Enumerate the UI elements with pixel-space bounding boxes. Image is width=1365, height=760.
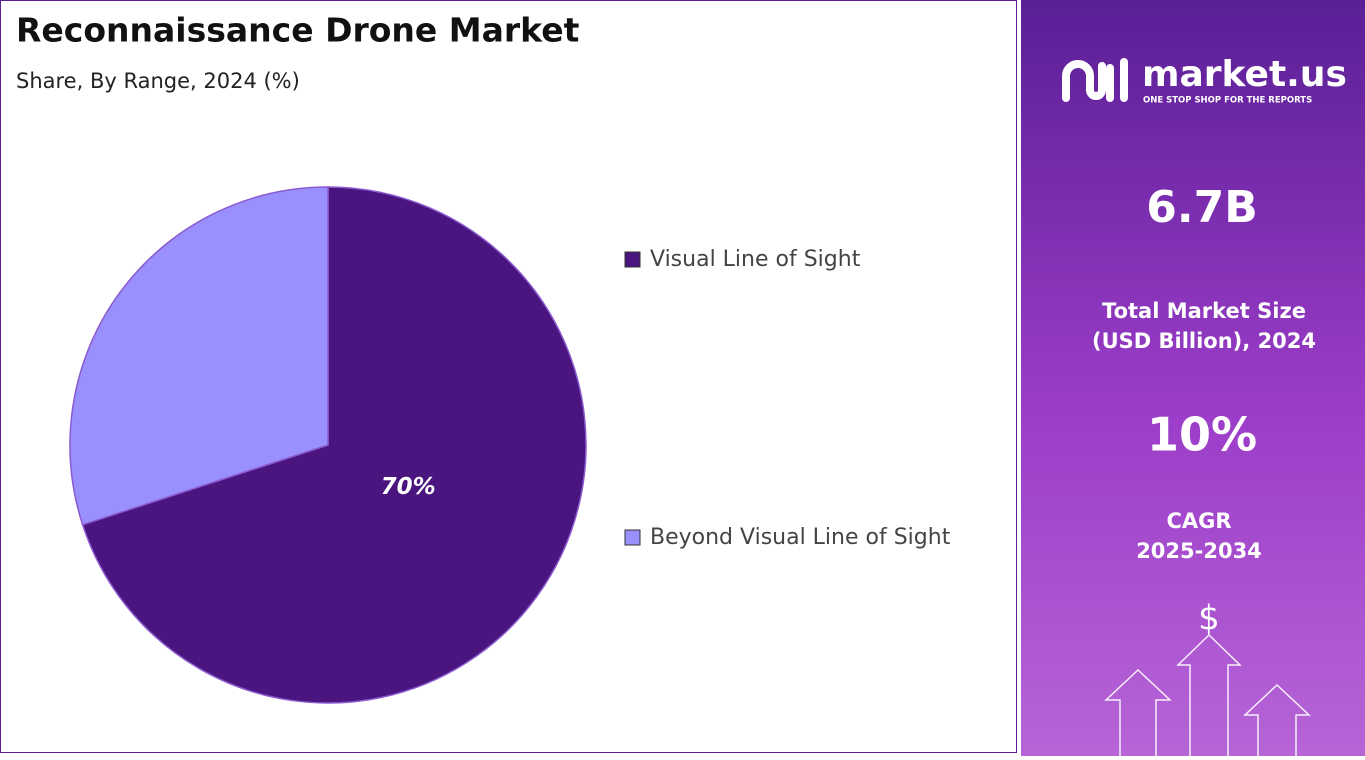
side-panel-content: market.us ONE STOP SHOP FOR THE REPORTS …	[1062, 54, 1347, 756]
legend-label: Visual Line of Sight	[650, 247, 861, 272]
cagr-label: CAGR	[1166, 509, 1231, 533]
cagr-label: 2025-2034	[1136, 539, 1262, 563]
chart-title: Reconnaissance Drone Market	[16, 11, 580, 50]
legend-swatch	[624, 529, 641, 546]
market-size: 6.7B	[1146, 182, 1257, 233]
pie-slice	[69, 186, 329, 526]
data-label: 70%	[381, 474, 436, 500]
market-size-label: (USD Billion), 2024	[1092, 329, 1316, 353]
cagr: 10%	[1147, 408, 1257, 462]
side-panel	[1021, 0, 1365, 756]
market-size-label: Total Market Size	[1102, 299, 1306, 323]
pie-slice	[81, 186, 587, 704]
dollar-icon: $	[1198, 599, 1220, 639]
arrow-icons	[1104, 633, 1311, 756]
legend-swatch	[624, 251, 641, 268]
brand-name: market.us	[1142, 54, 1347, 95]
chart-subtitle: Share, By Range, 2024 (%)	[16, 69, 300, 93]
pie: 70%	[69, 186, 587, 704]
legend-label: Beyond Visual Line of Sight	[650, 525, 951, 550]
legend: Visual Line of Sight Beyond Visual Line o…	[624, 247, 951, 550]
brand-logo	[1062, 58, 1128, 102]
brand-tagline: ONE STOP SHOP FOR THE REPORTS	[1143, 96, 1312, 106]
